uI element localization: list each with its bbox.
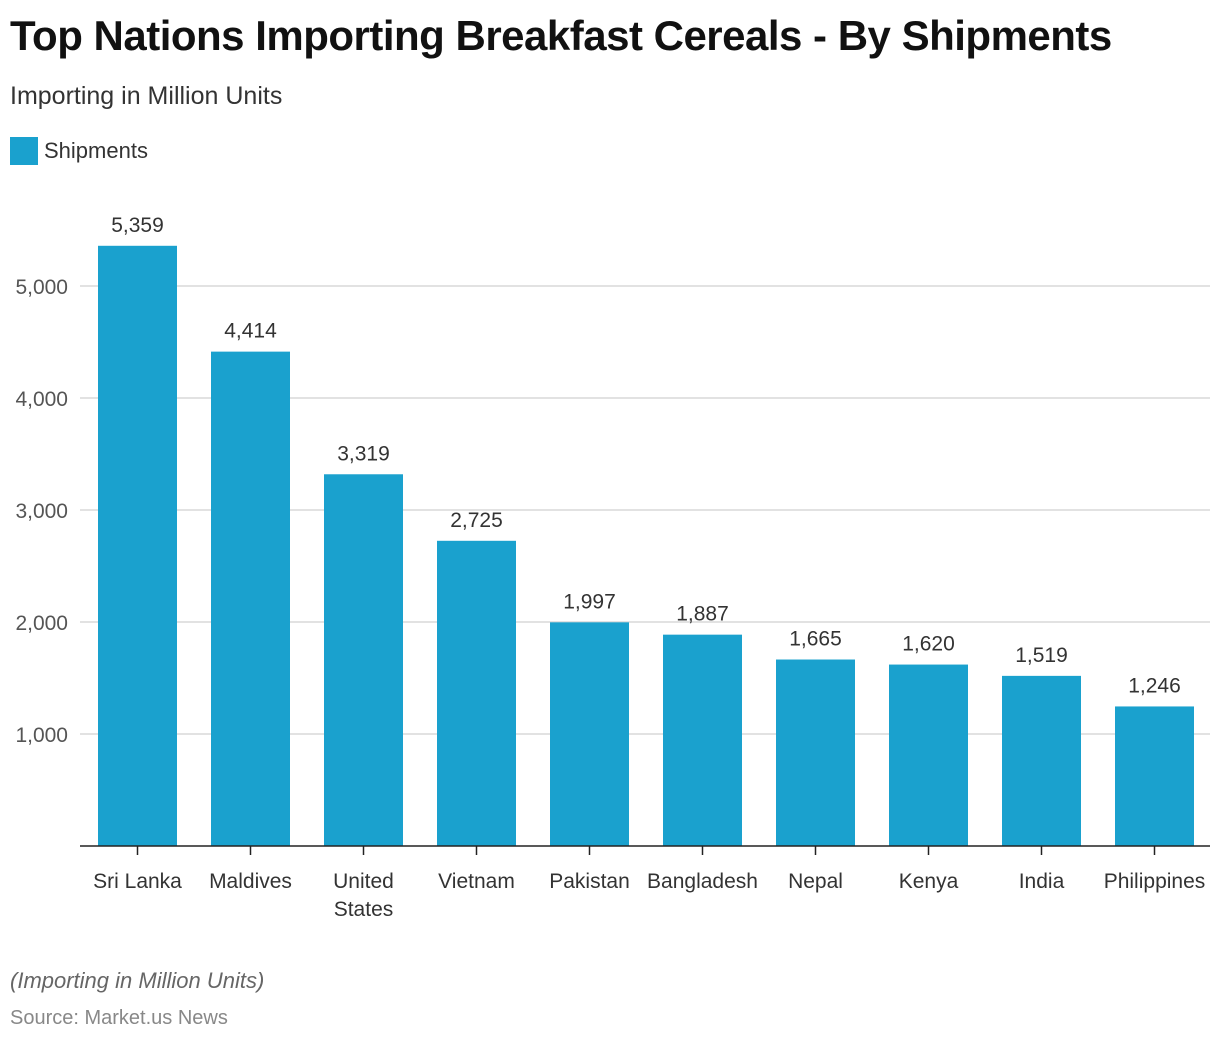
y-tick-label: 4,000 xyxy=(15,388,68,411)
legend-label-shipments: Shipments xyxy=(44,138,148,163)
bar-value-label: 3,319 xyxy=(337,442,390,465)
bar-value-label: 4,414 xyxy=(224,320,277,343)
bar xyxy=(1115,706,1194,846)
bar xyxy=(98,245,177,847)
bar xyxy=(889,664,968,846)
bar xyxy=(324,474,403,846)
bar-value-label: 1,887 xyxy=(676,603,729,626)
y-tick-label: 3,000 xyxy=(15,500,68,523)
x-tick-label: Vietnam xyxy=(438,870,515,893)
x-tick-label: Kenya xyxy=(899,870,959,893)
x-tick-label: India xyxy=(1019,870,1065,893)
legend: Shipments xyxy=(10,137,148,165)
legend-swatch-shipments xyxy=(10,137,38,165)
bar xyxy=(1002,675,1081,846)
bar-value-label: 1,997 xyxy=(563,590,616,613)
chart-note: (Importing in Million Units) xyxy=(10,968,265,993)
bar-value-label: 1,620 xyxy=(902,633,955,656)
y-tick-label: 2,000 xyxy=(15,612,68,635)
chart-source: Source: Market.us News xyxy=(10,1007,228,1029)
x-tick-label: Pakistan xyxy=(549,870,630,893)
bar-value-label: 5,359 xyxy=(111,214,164,237)
x-tick-label: United States xyxy=(333,870,394,921)
chart-subtitle: Importing in Million Units xyxy=(10,82,283,110)
x-tick-label: Maldives xyxy=(209,870,292,893)
bar-value-label: 1,246 xyxy=(1128,674,1181,697)
bar xyxy=(663,634,742,846)
bar-value-label: 1,519 xyxy=(1015,644,1068,667)
bar xyxy=(437,540,516,846)
bar xyxy=(211,351,290,846)
bar-value-label: 2,725 xyxy=(450,509,503,532)
y-tick-label: 1,000 xyxy=(15,724,68,747)
x-tick-label: Nepal xyxy=(788,870,843,893)
chart-title: Top Nations Importing Breakfast Cereals … xyxy=(10,12,1112,59)
y-tick-label: 5,000 xyxy=(15,276,68,299)
bar xyxy=(550,622,629,846)
x-tick-label: Bangladesh xyxy=(647,870,758,893)
bar-value-label: 1,665 xyxy=(789,628,842,651)
x-tick-label: Sri Lanka xyxy=(93,870,182,893)
bar xyxy=(776,659,855,846)
x-tick-label: Philippines xyxy=(1104,870,1206,893)
